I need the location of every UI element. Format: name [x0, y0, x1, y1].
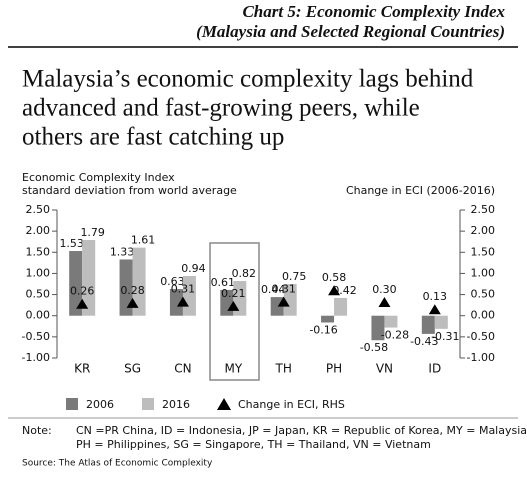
y2-tick-label: 0.00	[471, 309, 496, 322]
value-label: 0.75	[282, 270, 307, 283]
value-label: 0.58	[322, 271, 347, 284]
value-label: 1.79	[80, 226, 105, 239]
headline: advanced and fast-growing peers, while	[22, 95, 420, 122]
y-tick-label: 2.00	[26, 224, 51, 237]
bar	[283, 284, 297, 316]
y-tick-label: 1.00	[26, 266, 51, 279]
x-tick-label: VN	[376, 362, 393, 376]
marker	[428, 304, 441, 315]
note: PH = Philippines, SG = Singapore, TH = T…	[76, 438, 431, 451]
legend-label: 2016	[162, 398, 190, 411]
value-label: 0.44	[261, 283, 286, 296]
value-label: 0.31	[271, 283, 296, 296]
marker	[176, 296, 189, 307]
marker	[328, 285, 341, 296]
y2-tick-label: 1.00	[471, 266, 496, 279]
value-label: 0.82	[232, 267, 257, 280]
y-tick-label: 2.50	[26, 203, 51, 216]
chart-subtitle: (Malaysia and Selected Regional Countrie…	[196, 22, 505, 41]
value-label: 0.31	[171, 283, 196, 296]
y-tick-label: -0.50	[22, 330, 50, 343]
legend-swatch	[66, 398, 78, 410]
y2-tick-label: 0.50	[471, 288, 496, 301]
x-tick-label: CN	[174, 362, 191, 376]
marker	[227, 300, 240, 311]
value-label: -0.31	[431, 330, 459, 343]
legend-swatch	[142, 398, 154, 410]
y2-tick-label: 2.50	[471, 203, 496, 216]
value-label: -0.58	[360, 341, 388, 354]
value-label: -0.28	[381, 329, 409, 342]
value-label: 0.30	[372, 283, 397, 296]
value-label: 1.61	[131, 234, 156, 247]
headline: others are fast catching up	[22, 124, 284, 151]
value-label: -0.43	[410, 335, 438, 348]
value-label: 0.21	[221, 287, 246, 300]
bar	[132, 247, 146, 316]
x-tick-label: SG	[124, 362, 141, 376]
bar	[434, 315, 448, 329]
value-label: 0.13	[423, 290, 448, 303]
value-label: 0.63	[160, 275, 185, 288]
y-axis-label: standard deviation from world average	[22, 184, 237, 197]
highlight-box	[209, 242, 260, 381]
y-tick-label: 0.50	[26, 288, 51, 301]
bar	[69, 251, 83, 316]
bar	[82, 240, 96, 316]
x-tick-label: KR	[74, 362, 90, 376]
x-tick-label: PH	[326, 362, 342, 376]
y2-tick-label: -0.50	[467, 330, 495, 343]
y2-tick-label: 2.00	[471, 224, 496, 237]
value-label: 0.94	[181, 262, 206, 275]
bar	[334, 297, 348, 316]
value-label: 1.33	[110, 245, 135, 258]
y2-tick-label: 1.50	[471, 245, 496, 258]
headline: Malaysia’s economic complexity lags behi…	[22, 66, 474, 93]
y-tick-label: 0.00	[26, 309, 51, 322]
value-label: 0.28	[120, 284, 145, 297]
y2-tick-label: -1.00	[467, 351, 495, 364]
y-tick-label: -1.00	[22, 351, 50, 364]
marker	[76, 298, 89, 309]
x-tick-label: ID	[428, 362, 441, 376]
value-label: -0.16	[309, 323, 337, 336]
value-label: 0.61	[211, 276, 236, 289]
source: Source: The Atlas of Economic Complexity	[22, 459, 213, 469]
value-label: 1.53	[59, 237, 84, 250]
chart-title: Chart 5: Economic Complexity Index	[242, 2, 505, 21]
note-label: Note:	[22, 424, 52, 437]
value-label: 0.26	[70, 285, 95, 298]
legend-label: 2006	[86, 398, 114, 411]
x-tick-label: MY	[224, 362, 242, 376]
legend-swatch	[217, 398, 231, 410]
note: CN =PR China, ID = Indonesia, JP = Japan…	[76, 424, 527, 437]
x-tick-label: TH	[275, 362, 292, 376]
bar	[421, 315, 435, 334]
legend-label: Change in ECI, RHS	[238, 398, 345, 411]
bar	[119, 259, 133, 316]
y-tick-label: 1.50	[26, 245, 51, 258]
bar	[169, 289, 183, 316]
y-axis-label: Economic Complexity Index	[22, 171, 175, 184]
y2-axis-label: Change in ECI (2006-2016)	[346, 184, 495, 197]
bar	[321, 315, 335, 323]
bar	[371, 315, 385, 341]
marker	[126, 297, 139, 308]
marker	[378, 297, 391, 308]
bar	[384, 315, 398, 328]
bar	[270, 297, 284, 316]
marker	[277, 296, 290, 307]
